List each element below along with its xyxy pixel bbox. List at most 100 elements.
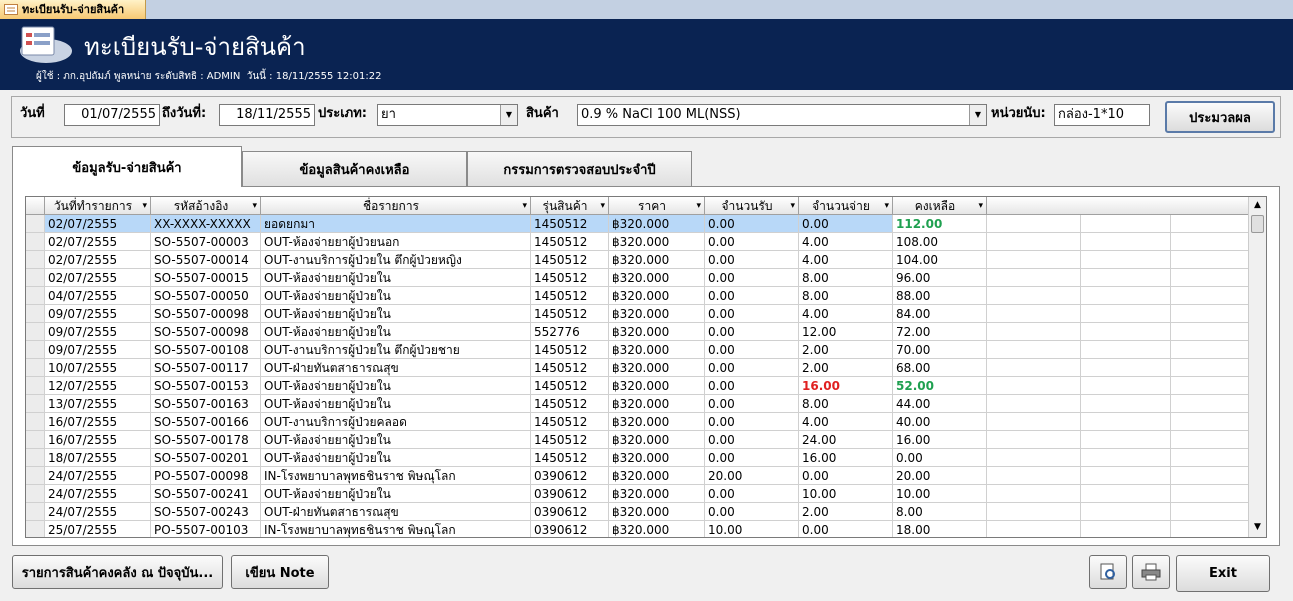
column-header[interactable]: คงเหลือ ▾ <box>893 197 987 215</box>
scroll-down[interactable]: ▼ <box>1254 522 1261 532</box>
empty-cell <box>1171 341 1266 359</box>
cell: 8.00 <box>799 269 893 287</box>
cell: OUT-ห้องจ่ายยาผู้ป่วยใน <box>261 269 531 287</box>
row-selector <box>26 341 45 359</box>
from-date[interactable]: 01/07/2555 <box>64 104 160 126</box>
empty-cell <box>1081 287 1171 305</box>
row-selector <box>26 251 45 269</box>
preview-button[interactable] <box>1089 555 1127 589</box>
empty-cell <box>1081 323 1171 341</box>
cell: SO-5507-00117 <box>151 359 261 377</box>
cell: ฿320.000 <box>609 359 705 377</box>
cell: 1450512 <box>531 359 609 377</box>
filter-arrow[interactable]: ▾ <box>884 201 889 211</box>
scrollbar[interactable]: ▲ ▼ <box>1248 197 1266 537</box>
cell: 0390612 <box>531 485 609 503</box>
dropdown-arrow[interactable]: ▼ <box>500 105 517 125</box>
column-header[interactable]: วันที่ทำรายการ ▾ <box>45 197 151 215</box>
cell: 2.00 <box>799 503 893 521</box>
cell: OUT-ฝ่ายทันตสาธารณสุข <box>261 359 531 377</box>
cell: SO-5507-00098 <box>151 323 261 341</box>
product-select[interactable]: 0.9 % NaCl 100 ML(NSS) ▼ <box>577 104 987 126</box>
stock-button[interactable]: รายการสินค้าคงคลัง ณ ปัจจุบัน... <box>12 555 223 589</box>
column-header[interactable]: รุ่นสินค้า ▾ <box>531 197 609 215</box>
document-tab[interactable]: ทะเบียนรับ-จ่ายสินค้า <box>0 0 146 19</box>
empty-cell <box>1081 521 1171 537</box>
cell: 16.00 <box>893 431 987 449</box>
row-selector <box>26 215 45 233</box>
cell: 16/07/2555 <box>45 431 151 449</box>
scroll-up[interactable]: ▲ <box>1254 200 1261 210</box>
type-label: ประเภท: <box>318 106 367 121</box>
cell: 09/07/2555 <box>45 305 151 323</box>
form-icon <box>20 26 72 63</box>
cell: 40.00 <box>893 413 987 431</box>
filter-arrow[interactable]: ▾ <box>600 201 605 211</box>
process-button[interactable]: ประมวลผล <box>1165 101 1275 133</box>
cell: 1450512 <box>531 377 609 395</box>
empty-cell <box>987 521 1081 537</box>
cell: 112.00 <box>893 215 987 233</box>
filter-arrow[interactable]: ▾ <box>522 201 527 211</box>
empty-cell <box>1081 359 1171 377</box>
scroll-thumb[interactable] <box>1251 215 1264 233</box>
tab[interactable]: กรรมการตรวจสอบประจำปี <box>467 151 692 186</box>
cell: 1450512 <box>531 287 609 305</box>
empty-cell <box>1171 269 1266 287</box>
empty-cell <box>987 287 1081 305</box>
row-selector <box>26 323 45 341</box>
cell: PO-5507-00103 <box>151 521 261 537</box>
note-button[interactable]: เขียน Note <box>231 555 329 589</box>
cell: ฿320.000 <box>609 467 705 485</box>
cell: ฿320.000 <box>609 521 705 537</box>
empty-cell <box>1171 251 1266 269</box>
column-header[interactable]: รหัสอ้างอิง ▾ <box>151 197 261 215</box>
cell: 0.00 <box>705 305 799 323</box>
print-button[interactable] <box>1132 555 1170 589</box>
cell: SO-5507-00178 <box>151 431 261 449</box>
cell: 24/07/2555 <box>45 485 151 503</box>
dropdown-arrow[interactable]: ▼ <box>969 105 986 125</box>
type-select[interactable]: ยา ▼ <box>377 104 518 126</box>
cell: SO-5507-00003 <box>151 233 261 251</box>
cell: 44.00 <box>893 395 987 413</box>
filter-arrow[interactable]: ▾ <box>696 201 701 211</box>
column-header[interactable]: จำนวนรับ ▾ <box>705 197 799 215</box>
filter-arrow[interactable]: ▾ <box>252 201 257 211</box>
cell: SO-5507-00166 <box>151 413 261 431</box>
print-icon <box>1141 563 1161 581</box>
column-header[interactable]: ราคา ▾ <box>609 197 705 215</box>
cell: ฿320.000 <box>609 323 705 341</box>
tab[interactable]: ข้อมูลสินค้าคงเหลือ <box>242 151 467 186</box>
cell: ฿320.000 <box>609 377 705 395</box>
cell: 0.00 <box>705 485 799 503</box>
cell: ฿320.000 <box>609 251 705 269</box>
column-header[interactable]: จำนวนจ่าย ▾ <box>799 197 893 215</box>
cell: 8.00 <box>799 395 893 413</box>
to-date[interactable]: 18/11/2555 <box>219 104 315 126</box>
cell: 12.00 <box>799 323 893 341</box>
filter-arrow[interactable]: ▾ <box>790 201 795 211</box>
filter-arrow[interactable]: ▾ <box>142 201 147 211</box>
cell: 04/07/2555 <box>45 287 151 305</box>
data-grid: วันที่ทำรายการ ▾ รหัสอ้างอิง ▾ ชื่อรายการ ▾ รุ… <box>25 196 1267 538</box>
cell: 09/07/2555 <box>45 341 151 359</box>
cell: 0.00 <box>705 449 799 467</box>
form-title: ทะเบียนรับ-จ่ายสินค้า <box>84 33 306 61</box>
exit-button[interactable]: Exit <box>1176 555 1270 592</box>
cell: ฿320.000 <box>609 215 705 233</box>
cell: ฿320.000 <box>609 449 705 467</box>
cell: 1450512 <box>531 413 609 431</box>
row-selector <box>26 485 45 503</box>
cell: OUT-ห้องจ่ายยาผู้ป่วยใน <box>261 305 531 323</box>
empty-cell <box>1171 377 1266 395</box>
user-info: ผู้ใช้ : ภก.อุปถัมภ์ พูลหน่าย ระดับสิทธิ… <box>36 71 382 82</box>
empty-cell <box>1171 467 1266 485</box>
filter-arrow[interactable]: ▾ <box>978 201 983 211</box>
empty-cell <box>1081 341 1171 359</box>
cell: 552776 <box>531 323 609 341</box>
cell: 0.00 <box>705 413 799 431</box>
cell: ฿320.000 <box>609 395 705 413</box>
column-header[interactable]: ชื่อรายการ ▾ <box>261 197 531 215</box>
tab-active[interactable]: ข้อมูลรับ-จ่ายสินค้า <box>12 146 242 187</box>
